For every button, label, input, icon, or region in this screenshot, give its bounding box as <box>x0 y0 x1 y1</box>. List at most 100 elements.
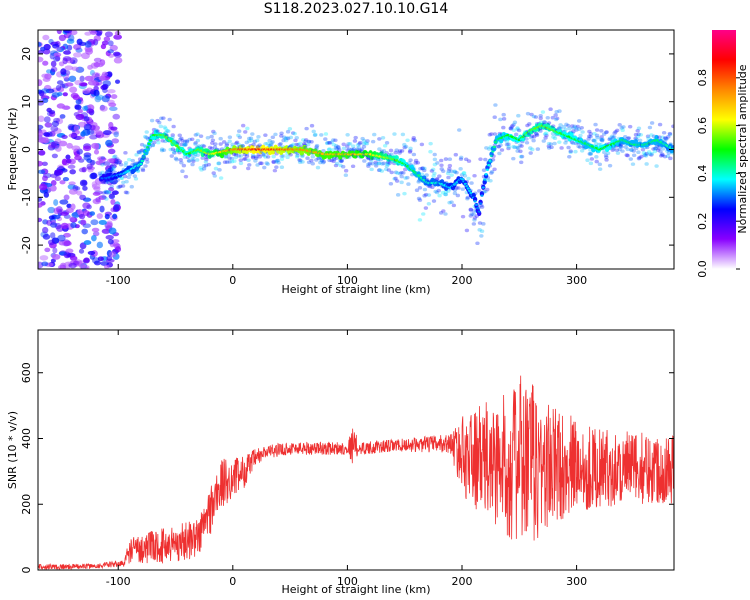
spectrogram-cell <box>577 127 582 132</box>
spectrogram-cell <box>610 134 615 139</box>
spectrogram-cell <box>210 138 216 143</box>
spectrogram-cell <box>479 229 485 233</box>
spectrogram-cell <box>434 190 440 195</box>
spectrogram-cell <box>190 157 196 162</box>
spectrogram-cell <box>65 82 74 87</box>
spectrogram-cell <box>71 145 81 151</box>
spectrogram-cell <box>245 166 251 171</box>
spectrogram-cell <box>271 160 276 165</box>
spectrogram-cell <box>330 148 336 152</box>
spectrogram-cell <box>449 200 454 204</box>
spectrogram-cell <box>182 155 188 159</box>
spectrogram-cell <box>118 162 124 167</box>
spectrogram-cell <box>201 144 207 148</box>
spectrogram-cell <box>620 149 625 153</box>
spectrogram-cell <box>103 264 110 269</box>
spectrogram-cell <box>94 95 102 103</box>
spectrogram-cell <box>158 124 163 129</box>
spectrogram-cell <box>59 114 66 119</box>
spectrogram-cell <box>212 131 217 136</box>
spectrogram-cell <box>59 211 69 216</box>
spectrogram-cell <box>98 219 107 225</box>
spectrogram-cell <box>144 135 149 140</box>
spectrogram-cell <box>564 122 569 127</box>
spectrogram-cell <box>108 106 118 112</box>
spectrogram-cell <box>658 153 664 158</box>
spectrogram-cell <box>182 139 188 144</box>
spectrogram-cell <box>341 146 347 151</box>
spectrogram-cell <box>553 113 558 117</box>
spectrogram-cell <box>38 169 46 175</box>
spectrogram-cell <box>175 140 181 144</box>
spectrogram-cell <box>412 138 418 143</box>
spectrogram-cell <box>615 128 620 133</box>
spectrogram-cell <box>84 31 92 36</box>
spectrogram-cell <box>123 174 128 179</box>
spectrogram-cell <box>265 155 271 159</box>
spectrogram-cell <box>373 164 379 168</box>
spectrogram-cell <box>38 202 43 208</box>
spectrogram-cell <box>557 109 562 113</box>
spectrogram-cell <box>407 161 412 165</box>
spectrogram-cell <box>432 162 438 167</box>
spectrogram-cell <box>74 186 81 191</box>
spectrogram-cell <box>270 140 275 144</box>
spectrogram-cell <box>392 177 397 181</box>
spectrogram-cell <box>88 30 96 34</box>
spectrogram-cell <box>143 164 148 168</box>
spectrogram-cell <box>543 136 548 140</box>
spectrogram-cell <box>604 155 609 159</box>
spectrogram-cell <box>119 176 125 181</box>
spectrogram-cell <box>447 157 453 162</box>
spectrogram-cell <box>458 167 463 171</box>
spectrogram-cell <box>108 251 117 258</box>
spectrogram-cell <box>482 179 487 185</box>
spectrogram-cell <box>108 193 116 200</box>
spectrogram-cell <box>381 148 387 153</box>
spectrogram-cell <box>297 158 302 162</box>
spectrogram-cell <box>86 166 95 171</box>
spectrogram-cell <box>38 42 42 47</box>
spectrogram-cell <box>38 217 43 223</box>
spectrogram-cell <box>93 89 100 97</box>
spectrogram-cell <box>645 134 651 139</box>
spectrogram-cell <box>373 160 378 165</box>
spectrogram-cell <box>610 148 616 152</box>
spectrogram-cell <box>484 146 489 150</box>
spectrogram-cell <box>50 173 58 178</box>
spectrogram-cell <box>64 266 70 269</box>
spectrogram-cell <box>178 137 183 142</box>
spectrogram-cell <box>144 130 149 134</box>
spectrogram-cell <box>446 169 452 173</box>
spectrogram-cell <box>389 170 394 175</box>
spectrogram-cell <box>89 211 96 216</box>
spectrogram-cell <box>163 130 168 135</box>
spectrogram-cell <box>66 142 73 149</box>
spectrogram-cell <box>250 155 256 160</box>
spectrogram-cell <box>123 160 129 165</box>
spectrogram-cell <box>531 114 537 119</box>
spectrogram-cell <box>620 128 625 132</box>
spectrogram-cell <box>443 190 449 194</box>
spectrogram-cell <box>386 168 392 172</box>
spectrogram-cell <box>363 141 368 145</box>
spectrogram-cell <box>142 156 146 159</box>
spectrogram-cell <box>345 144 350 148</box>
spectrogram-cell <box>277 142 282 147</box>
spectrogram-cell <box>653 146 658 151</box>
spectrogram-cell <box>479 234 484 238</box>
spectrogram-cell <box>162 125 167 129</box>
spectrogram-cell <box>433 189 438 194</box>
spectrogram-cell <box>71 66 79 71</box>
spectrogram-cell <box>420 166 425 171</box>
spectrogram-cell <box>216 161 221 166</box>
spectrogram-cell <box>50 66 58 73</box>
spectrogram-cell <box>357 142 362 146</box>
spectrogram-cell <box>248 136 254 141</box>
spectrogram-cell <box>355 147 360 152</box>
spectrogram-cell <box>481 186 485 189</box>
spectrogram-cell <box>598 137 604 142</box>
spectrogram-cell <box>666 151 672 155</box>
spectrogram-cell <box>341 142 346 147</box>
spectrogram-cell <box>426 201 432 206</box>
